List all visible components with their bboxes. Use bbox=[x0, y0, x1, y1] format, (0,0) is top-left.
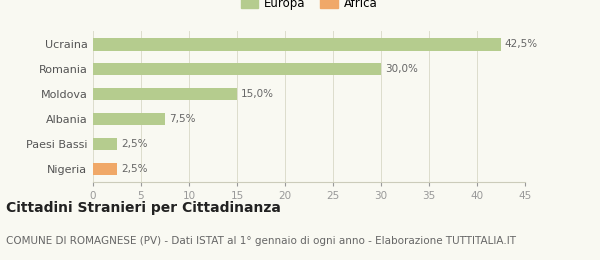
Bar bbox=[93, 38, 501, 50]
Text: 7,5%: 7,5% bbox=[169, 114, 196, 124]
Text: COMUNE DI ROMAGNESE (PV) - Dati ISTAT al 1° gennaio di ogni anno - Elaborazione : COMUNE DI ROMAGNESE (PV) - Dati ISTAT al… bbox=[6, 236, 516, 246]
Text: 42,5%: 42,5% bbox=[505, 39, 538, 49]
Bar bbox=[93, 163, 117, 175]
Bar bbox=[93, 113, 165, 125]
Text: 2,5%: 2,5% bbox=[121, 139, 148, 149]
Text: 30,0%: 30,0% bbox=[385, 64, 418, 74]
Text: 15,0%: 15,0% bbox=[241, 89, 274, 99]
Legend: Europa, Africa: Europa, Africa bbox=[237, 0, 381, 13]
Bar bbox=[93, 63, 381, 75]
Bar bbox=[93, 138, 117, 150]
Text: Cittadini Stranieri per Cittadinanza: Cittadini Stranieri per Cittadinanza bbox=[6, 201, 281, 215]
Text: 2,5%: 2,5% bbox=[121, 164, 148, 174]
Bar bbox=[93, 88, 237, 100]
